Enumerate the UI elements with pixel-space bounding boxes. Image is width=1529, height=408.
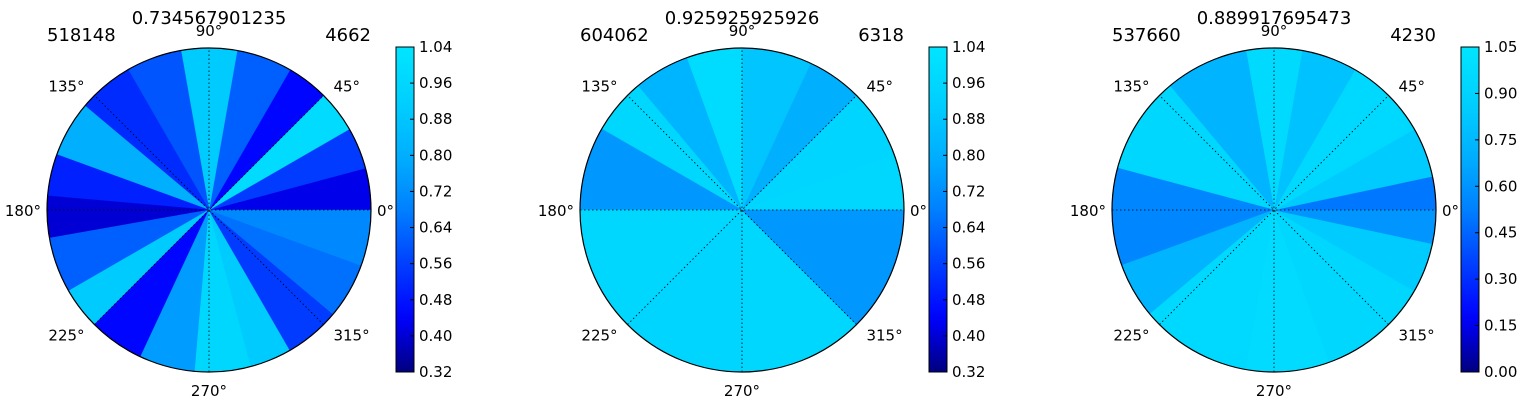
colorbar-tick-label: 0.88 (419, 110, 452, 128)
right-corner-label: 4662 (325, 25, 371, 46)
colorbar-tick-label: 0.48 (419, 291, 452, 309)
colorbar-tick-label: 0.40 (952, 327, 985, 345)
angle-tick-label: 0° (1442, 202, 1459, 220)
angle-tick-label: 45° (1398, 78, 1425, 96)
colorbar-tick-label: 1.05 (1484, 38, 1517, 56)
colorbar-tick-label: 0.96 (419, 74, 452, 92)
angle-tick-label: 90° (729, 22, 756, 40)
angle-tick-label: 270° (191, 382, 227, 400)
angle-tick-label: 315° (1398, 326, 1434, 344)
colorbar-tick-label: 0.56 (952, 255, 985, 273)
chart-title: 0.889917695473 (1197, 8, 1352, 29)
colorbar-tick-label: 0.80 (419, 146, 452, 164)
colorbar-tick-label: 0.75 (1484, 131, 1517, 149)
angle-tick-label: 180° (1070, 202, 1106, 220)
angle-tick-label: 225° (1113, 326, 1149, 344)
colorbar-tick-label: 0.32 (419, 363, 452, 381)
angle-tick-label: 270° (1256, 382, 1292, 400)
right-corner-label: 6318 (858, 25, 904, 46)
angle-tick-label: 0° (377, 202, 394, 220)
angle-tick-label: 180° (5, 202, 41, 220)
colorbar-tick-label: 0.88 (952, 110, 985, 128)
colorbar-tick-label: 0.90 (1484, 84, 1517, 102)
colorbar: 1.05 0.90 0.75 0.60 0.45 0.30 0.15 0.00 (1460, 38, 1517, 381)
angle-tick-label: 225° (48, 326, 84, 344)
colorbar-gradient (395, 46, 415, 373)
heatmap-sectors (1112, 48, 1436, 372)
colorbar-tick-label: 0.45 (1484, 224, 1517, 242)
colorbar-tick-label: 0.00 (1484, 363, 1517, 381)
angle-tick-label: 135° (1113, 78, 1149, 96)
colorbar-gradient (1460, 46, 1480, 373)
colorbar-tick-label: 0.32 (952, 363, 985, 381)
chart-title: 0.925925925926 (665, 8, 820, 29)
colorbar-tick-label: 0.48 (952, 291, 985, 309)
angle-tick-label: 315° (333, 326, 369, 344)
chart-title: 0.734567901235 (132, 8, 287, 29)
colorbar-tick-label: 1.04 (952, 38, 985, 56)
polar-axis-circle (579, 47, 905, 373)
heatmap-sectors (580, 48, 904, 372)
left-corner-label: 518148 (47, 25, 116, 46)
colorbar: 1.04 0.96 0.88 0.80 0.72 0.64 0.56 0.48 0.40 0.32 (395, 38, 452, 381)
colorbar-tick-label: 0.15 (1484, 317, 1517, 335)
colorbar-tick-label: 0.96 (952, 74, 985, 92)
colorbar-tick-label: 0.72 (952, 182, 985, 200)
colorbar-tick-label: 0.30 (1484, 270, 1517, 288)
angle-tick-label: 180° (538, 202, 574, 220)
angle-tick-label: 90° (1261, 22, 1288, 40)
colorbar-tick-label: 0.40 (419, 327, 452, 345)
heatmap-sectors (47, 48, 371, 372)
colorbar-tick-label: 0.80 (952, 146, 985, 164)
angle-tick-label: 90° (196, 22, 223, 40)
angle-tick-label: 225° (581, 326, 617, 344)
polar-panel-2: 0° 45° 90° 135° 180° 225° 270° 315° 0.9259259259… (538, 8, 986, 400)
angle-tick-label: 45° (333, 78, 360, 96)
angle-tick-label: 270° (724, 382, 760, 400)
angle-tick-label: 45° (866, 78, 893, 96)
left-corner-label: 537660 (1112, 25, 1181, 46)
polar-axis-circle (1111, 47, 1437, 373)
left-corner-label: 604062 (580, 25, 649, 46)
polar-panel-1: 0° 45° 90° 135° 180° 225° 270° 315° 0.7345679012… (5, 8, 453, 400)
angle-tick-label: 135° (48, 78, 84, 96)
colorbar-tick-label: 0.64 (419, 219, 452, 237)
angle-tick-label: 315° (866, 326, 902, 344)
colorbar: 1.04 0.96 0.88 0.80 0.72 0.64 0.56 0.48 0.40 0.32 (928, 38, 985, 381)
colorbar-tick-label: 0.72 (419, 182, 452, 200)
colorbar-gradient (928, 46, 948, 373)
colorbar-tick-label: 0.56 (419, 255, 452, 273)
colorbar-tick-label: 0.64 (952, 219, 985, 237)
angle-tick-label: 0° (910, 202, 927, 220)
colorbar-tick-label: 1.04 (419, 38, 452, 56)
right-corner-label: 4230 (1390, 25, 1436, 46)
polar-axis-circle (46, 47, 372, 373)
colorbar-tick-label: 0.60 (1484, 177, 1517, 195)
angle-tick-label: 135° (581, 78, 617, 96)
polar-panel-3: 0° 45° 90° 135° 180° 225° 270° 315° 0.8899176954… (1070, 8, 1518, 400)
